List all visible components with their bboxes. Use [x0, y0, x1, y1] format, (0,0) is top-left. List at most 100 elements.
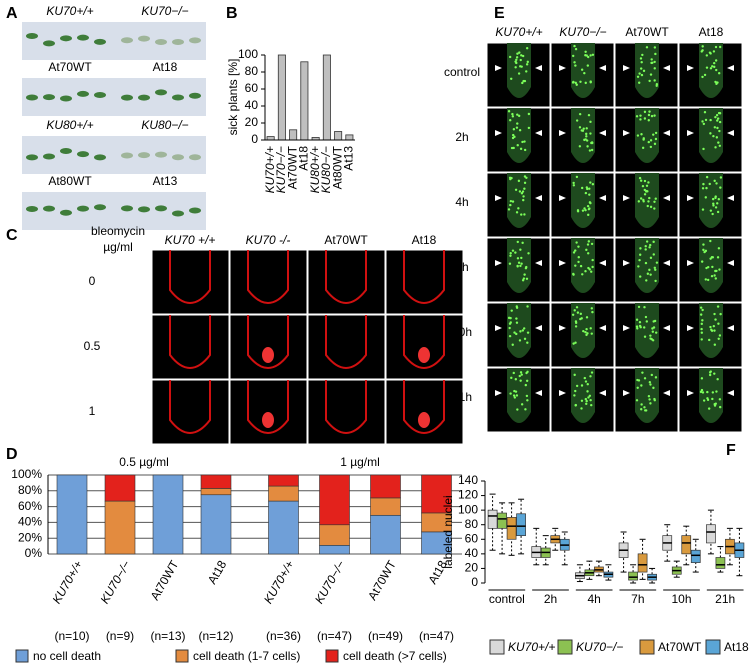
nucleus: [587, 240, 591, 243]
nucleus: [514, 60, 517, 63]
nucleus: [653, 207, 656, 210]
nucleus: [716, 126, 719, 130]
nucleus: [523, 213, 526, 216]
root: [507, 238, 531, 293]
y-tick-label: 20: [245, 115, 259, 129]
nucleus: [718, 405, 722, 409]
nucleus: [708, 182, 711, 186]
seedling: [138, 35, 150, 42]
nucleus: [639, 325, 642, 329]
arrowhead: [535, 325, 542, 331]
nucleus: [714, 195, 717, 198]
nucleus: [584, 397, 588, 401]
bar: [277, 54, 286, 141]
root-outline: [403, 380, 445, 434]
nucleus: [714, 206, 718, 209]
photo-label: KU80+/+: [46, 118, 93, 132]
nucleus: [715, 182, 718, 185]
nucleus: [508, 334, 512, 338]
seedling: [172, 94, 184, 101]
root-outline: [169, 250, 211, 304]
nucleus: [636, 134, 640, 137]
nucleus: [521, 241, 524, 245]
nucleus: [716, 202, 719, 205]
panel-label: D: [6, 446, 18, 463]
nucleus: [585, 54, 588, 57]
nucleus: [584, 191, 588, 195]
nucleus: [517, 72, 521, 75]
sample-size: (n=10): [54, 629, 89, 643]
column-header: At70WT: [324, 233, 368, 247]
photo-label: KU70+/+: [46, 4, 93, 18]
nucleus: [702, 122, 706, 126]
bar-segment: [268, 500, 299, 555]
nucleus: [519, 379, 522, 382]
nucleus: [574, 81, 577, 85]
seedling: [155, 39, 167, 46]
seedling: [155, 151, 167, 158]
photo-label: At13: [153, 174, 178, 188]
nucleus: [654, 52, 657, 56]
arrowhead: [663, 325, 670, 331]
nucleus: [639, 67, 643, 70]
seedling: [172, 210, 184, 217]
nucleus: [653, 46, 657, 49]
nucleus: [587, 252, 590, 255]
seedling: [77, 205, 89, 212]
nucleus: [591, 258, 594, 262]
nucleus: [718, 144, 722, 147]
nucleus: [514, 251, 517, 254]
nucleus: [639, 57, 643, 60]
nucleus: [701, 45, 704, 48]
nucleus: [639, 118, 642, 121]
nucleus: [577, 260, 580, 264]
nucleus: [519, 248, 522, 251]
nucleus: [580, 384, 584, 387]
nucleus: [584, 331, 587, 334]
bar-segment: [56, 474, 88, 555]
nucleus: [700, 338, 703, 341]
bar-segment: [319, 545, 350, 555]
micrograph: [385, 249, 464, 315]
bar-segment: [200, 488, 232, 496]
nucleus: [587, 113, 591, 117]
arrowhead: [687, 195, 694, 201]
nucleus: [706, 390, 709, 394]
nucleus: [645, 189, 648, 193]
seedling: [121, 37, 133, 44]
arrowhead: [495, 130, 502, 136]
nucleus: [703, 110, 707, 114]
nucleus: [580, 407, 583, 410]
nucleus: [647, 113, 651, 117]
nucleus: [712, 204, 715, 207]
nucleus: [699, 390, 703, 394]
nucleus: [515, 126, 519, 129]
nucleus: [517, 261, 521, 264]
nucleus: [705, 66, 709, 69]
micrograph: [151, 379, 230, 445]
nucleus: [590, 270, 593, 273]
nucleus: [644, 248, 647, 251]
nucleus: [649, 243, 652, 247]
nucleus: [642, 200, 645, 203]
row-label: 2h: [455, 130, 468, 144]
nucleus: [648, 268, 651, 272]
legend-label: no cell death: [33, 649, 101, 663]
nucleus: [523, 175, 527, 178]
nucleus: [708, 51, 712, 54]
nucleus: [643, 305, 646, 309]
nucleus: [709, 67, 713, 70]
nucleus: [713, 274, 716, 277]
x-tick-label: KU80−/−: [319, 146, 333, 193]
nucleus: [711, 391, 715, 394]
root: [699, 368, 723, 423]
nucleus: [712, 324, 716, 328]
seedling: [121, 152, 133, 159]
nucleus: [525, 63, 529, 66]
row-label: 10h: [452, 325, 472, 339]
nucleus: [575, 83, 578, 86]
nucleus: [585, 333, 588, 337]
nucleus: [707, 407, 711, 410]
seedling: [138, 94, 150, 101]
